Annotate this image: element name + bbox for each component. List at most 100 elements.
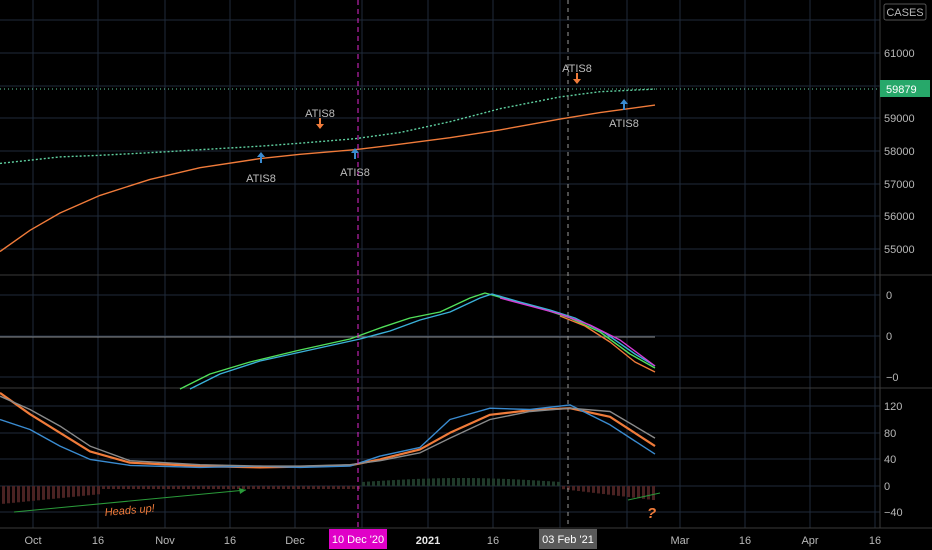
histogram-bar	[397, 479, 400, 486]
histogram-bar	[312, 486, 315, 489]
histogram-bar	[552, 481, 555, 486]
histogram-bar	[137, 486, 140, 489]
series-trend	[0, 104, 656, 253]
histogram-bar	[572, 486, 575, 491]
osc2-tick-2: 40	[884, 454, 896, 466]
signal-layer: ATIS8 ATIS8 ATIS8 ATIS8 ATIS8	[246, 63, 639, 185]
histogram-bar	[242, 486, 245, 489]
signal-arrow-down-3	[573, 73, 581, 84]
histogram-bar	[362, 481, 365, 486]
histogram-bar	[332, 486, 335, 489]
histogram-bar	[157, 486, 160, 489]
histogram-bar	[487, 478, 490, 486]
histogram-bar	[2, 486, 5, 504]
histogram-bar	[112, 486, 115, 489]
histogram-bar	[602, 486, 605, 495]
histogram-bar	[197, 486, 200, 489]
heads-up-arrowhead	[239, 488, 246, 494]
histogram-bar	[307, 486, 310, 489]
histogram-bar	[212, 486, 215, 489]
histogram-bar	[182, 486, 185, 489]
histogram-bar	[277, 486, 280, 489]
histogram-bar	[347, 486, 350, 489]
signal-arrow-down-1	[316, 118, 324, 129]
date-tick-0: Oct	[24, 535, 41, 547]
histogram-bar	[162, 486, 165, 489]
signal-arrow-up-4	[620, 99, 628, 110]
histogram-bar	[207, 486, 210, 489]
date-tick-10: 16	[869, 535, 881, 547]
histogram-bar	[122, 486, 125, 489]
histogram-bar	[412, 479, 415, 486]
date-tick-9: Apr	[801, 535, 818, 547]
histogram-bar	[617, 486, 620, 496]
histogram-bar	[632, 486, 635, 498]
histogram-bar	[337, 486, 340, 489]
histogram-bar	[512, 479, 515, 486]
symbol-badge: CASES	[886, 7, 923, 19]
histogram-bar	[217, 486, 220, 489]
signal-label-1: ATIS8	[305, 108, 335, 120]
histogram-bar	[52, 486, 55, 499]
date-tick-3: 16	[224, 535, 236, 547]
series-osc1_c	[499, 297, 656, 367]
histogram-bar	[292, 486, 295, 489]
histogram-bar	[542, 480, 545, 486]
price-tick-7: 55000	[884, 244, 915, 256]
price-tick-3: 59000	[884, 113, 915, 125]
histogram-bar	[562, 486, 565, 490]
histogram-bar	[262, 486, 265, 489]
crosshair-magenta-label: 10 Dec '20	[332, 534, 384, 546]
histogram-bar	[652, 486, 655, 501]
histogram-bar	[407, 479, 410, 486]
histogram-bar	[442, 478, 445, 486]
histogram-bar	[377, 480, 380, 486]
histogram-bar	[532, 480, 535, 486]
histogram-bar	[622, 486, 625, 497]
histogram-bar	[372, 481, 375, 486]
histogram-layer	[2, 478, 655, 504]
histogram-bar	[247, 486, 250, 489]
histogram-bar	[117, 486, 120, 489]
histogram-bar	[577, 486, 580, 492]
histogram-bar	[382, 480, 385, 486]
signal-label-4: ATIS8	[609, 118, 639, 130]
histogram-bar	[477, 478, 480, 486]
date-tick-8: 16	[739, 535, 751, 547]
histogram-bar	[497, 478, 500, 486]
histogram-bar	[22, 486, 25, 502]
histogram-bar	[12, 486, 15, 503]
price-tick-6: 56000	[884, 211, 915, 223]
histogram-bar	[557, 481, 560, 486]
question-mark: ?	[647, 505, 656, 522]
signal-label-2: ATIS8	[340, 167, 370, 179]
histogram-bar	[72, 486, 75, 497]
histogram-bar	[637, 486, 640, 499]
series-layer	[0, 88, 656, 469]
histogram-bar	[107, 486, 110, 489]
last-price-badge: 59879	[886, 84, 917, 96]
histogram-bar	[142, 486, 145, 489]
annotation-layer: Heads up!?	[13, 488, 661, 522]
crosshair-magenta-label-bg	[329, 529, 387, 549]
histogram-bar	[302, 486, 305, 489]
histogram-bar	[287, 486, 290, 489]
histogram-bar	[87, 486, 90, 496]
histogram-bar	[387, 480, 390, 486]
histogram-bar	[432, 478, 435, 486]
crosshair-gray-label-bg	[539, 529, 597, 549]
osc1-tick-2: −0	[886, 372, 899, 384]
signal-label-0: ATIS8	[246, 173, 276, 185]
histogram-bar	[27, 486, 30, 502]
histogram-bar	[67, 486, 70, 498]
histogram-bar	[17, 486, 20, 503]
histogram-bar	[567, 486, 570, 490]
histogram-bar	[612, 486, 615, 496]
date-tick-1: 16	[92, 535, 104, 547]
date-tick-4: Dec	[285, 535, 305, 547]
date-tick-7: Mar	[671, 535, 690, 547]
histogram-bar	[77, 486, 80, 497]
question-arrow	[627, 492, 661, 501]
histogram-bar	[282, 486, 285, 489]
